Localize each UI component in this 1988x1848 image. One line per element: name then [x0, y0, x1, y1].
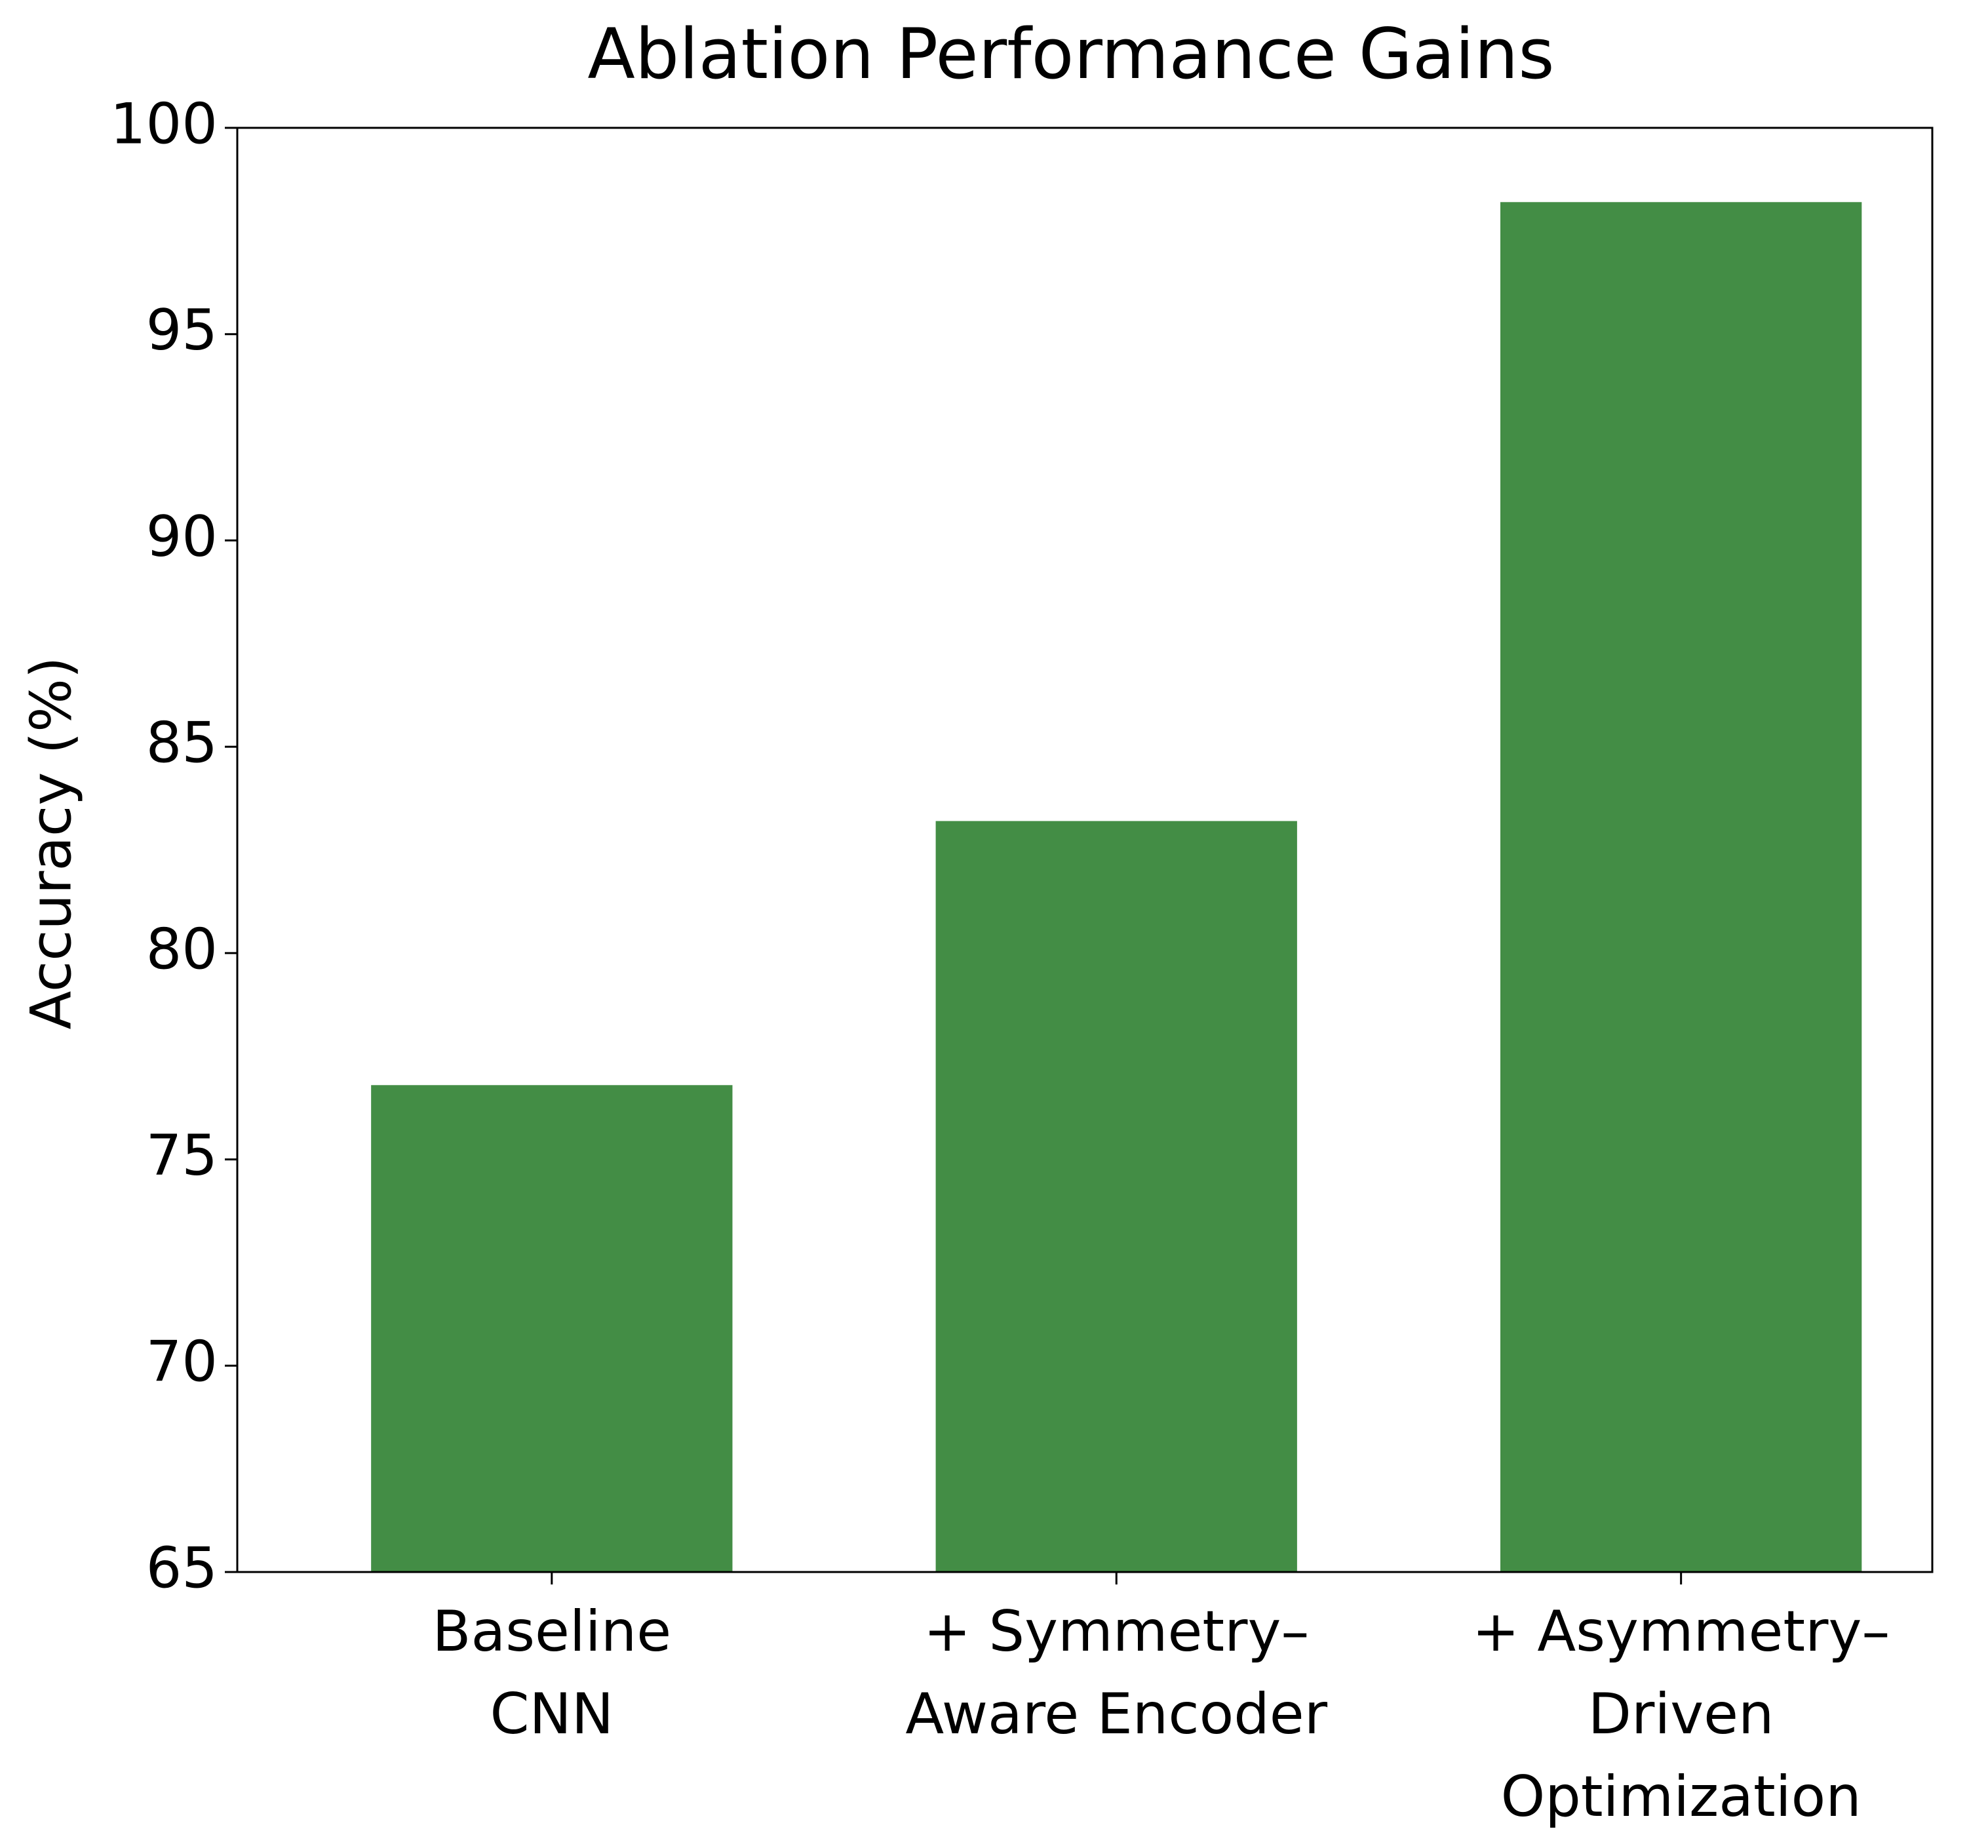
y-tick-label: 80: [146, 916, 218, 982]
y-tick-label: 70: [146, 1329, 218, 1395]
chart-title: Ablation Performance Gains: [587, 14, 1554, 94]
bar: [935, 821, 1297, 1572]
y-tick-label: 65: [146, 1535, 218, 1601]
bar: [371, 1085, 733, 1572]
y-tick-label: 75: [146, 1123, 218, 1189]
y-tick-label: 95: [146, 298, 218, 363]
y-tick-label: 100: [110, 91, 218, 157]
x-tick-label: + Asymmetry– Driven Optimization: [1472, 1599, 1890, 1830]
y-tick-label: 90: [146, 504, 218, 570]
x-tick-label: + Symmetry– Aware Encoder: [905, 1599, 1327, 1747]
bar: [1500, 202, 1862, 1573]
x-tick-label: Baseline CNN: [433, 1599, 672, 1747]
y-axis-label: Accuracy (%): [18, 657, 84, 1030]
plot-frame: [236, 127, 1934, 1573]
y-tick-label: 85: [146, 711, 218, 776]
